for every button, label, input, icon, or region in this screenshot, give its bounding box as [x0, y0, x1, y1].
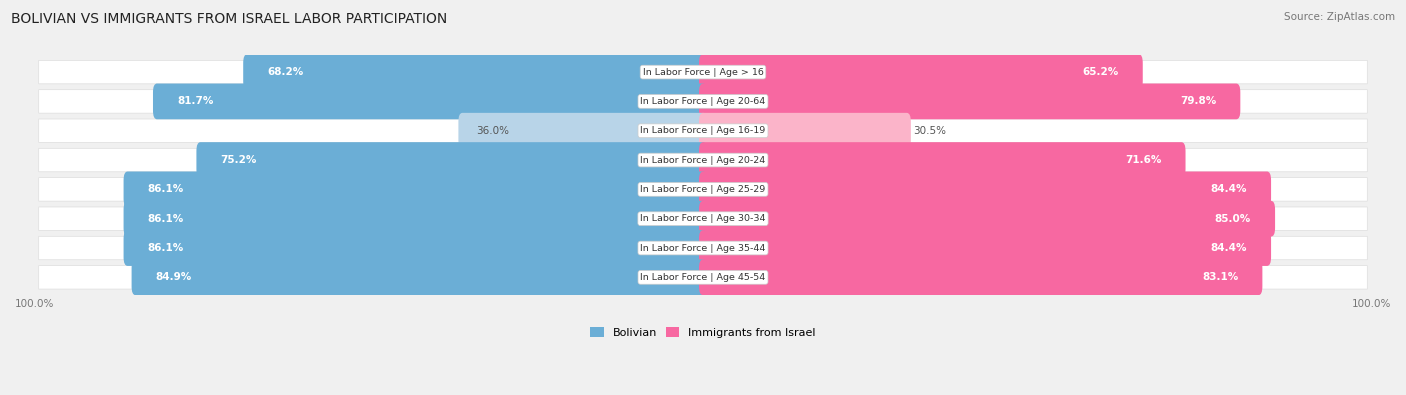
Text: 65.2%: 65.2%	[1083, 67, 1119, 77]
FancyBboxPatch shape	[699, 260, 1263, 295]
Text: 84.4%: 84.4%	[1211, 184, 1247, 194]
FancyBboxPatch shape	[39, 236, 1367, 260]
Text: In Labor Force | Age 16-19: In Labor Force | Age 16-19	[640, 126, 766, 135]
Text: 84.4%: 84.4%	[1211, 243, 1247, 253]
Text: 36.0%: 36.0%	[475, 126, 509, 136]
FancyBboxPatch shape	[39, 207, 1367, 230]
FancyBboxPatch shape	[699, 83, 1240, 119]
Legend: Bolivian, Immigrants from Israel: Bolivian, Immigrants from Israel	[586, 323, 820, 342]
FancyBboxPatch shape	[153, 83, 707, 119]
FancyBboxPatch shape	[699, 230, 1271, 266]
Text: 86.1%: 86.1%	[148, 243, 184, 253]
Text: 86.1%: 86.1%	[148, 184, 184, 194]
FancyBboxPatch shape	[39, 265, 1367, 289]
Text: In Labor Force | Age 35-44: In Labor Force | Age 35-44	[640, 244, 766, 252]
Text: 79.8%: 79.8%	[1180, 96, 1216, 106]
FancyBboxPatch shape	[124, 230, 707, 266]
Text: 83.1%: 83.1%	[1202, 272, 1239, 282]
FancyBboxPatch shape	[39, 178, 1367, 201]
FancyBboxPatch shape	[243, 54, 707, 90]
Text: 75.2%: 75.2%	[221, 155, 257, 165]
Text: 71.6%: 71.6%	[1125, 155, 1161, 165]
FancyBboxPatch shape	[124, 171, 707, 207]
Text: In Labor Force | Age 20-24: In Labor Force | Age 20-24	[640, 156, 766, 165]
FancyBboxPatch shape	[699, 142, 1185, 178]
Text: In Labor Force | Age 30-34: In Labor Force | Age 30-34	[640, 214, 766, 223]
Text: Source: ZipAtlas.com: Source: ZipAtlas.com	[1284, 12, 1395, 22]
FancyBboxPatch shape	[39, 119, 1367, 143]
Text: BOLIVIAN VS IMMIGRANTS FROM ISRAEL LABOR PARTICIPATION: BOLIVIAN VS IMMIGRANTS FROM ISRAEL LABOR…	[11, 12, 447, 26]
FancyBboxPatch shape	[39, 90, 1367, 113]
FancyBboxPatch shape	[458, 113, 707, 149]
Text: 85.0%: 85.0%	[1215, 214, 1251, 224]
Text: 30.5%: 30.5%	[914, 126, 946, 136]
Text: In Labor Force | Age 25-29: In Labor Force | Age 25-29	[640, 185, 766, 194]
FancyBboxPatch shape	[124, 201, 707, 237]
Text: 68.2%: 68.2%	[267, 67, 304, 77]
FancyBboxPatch shape	[699, 54, 1143, 90]
FancyBboxPatch shape	[699, 201, 1275, 237]
Text: 86.1%: 86.1%	[148, 214, 184, 224]
Text: In Labor Force | Age > 16: In Labor Force | Age > 16	[643, 68, 763, 77]
Text: 81.7%: 81.7%	[177, 96, 214, 106]
FancyBboxPatch shape	[699, 113, 911, 149]
FancyBboxPatch shape	[699, 171, 1271, 207]
FancyBboxPatch shape	[132, 260, 707, 295]
FancyBboxPatch shape	[39, 149, 1367, 172]
Text: In Labor Force | Age 20-64: In Labor Force | Age 20-64	[640, 97, 766, 106]
FancyBboxPatch shape	[197, 142, 707, 178]
FancyBboxPatch shape	[39, 60, 1367, 84]
Text: In Labor Force | Age 45-54: In Labor Force | Age 45-54	[640, 273, 766, 282]
Text: 84.9%: 84.9%	[156, 272, 191, 282]
